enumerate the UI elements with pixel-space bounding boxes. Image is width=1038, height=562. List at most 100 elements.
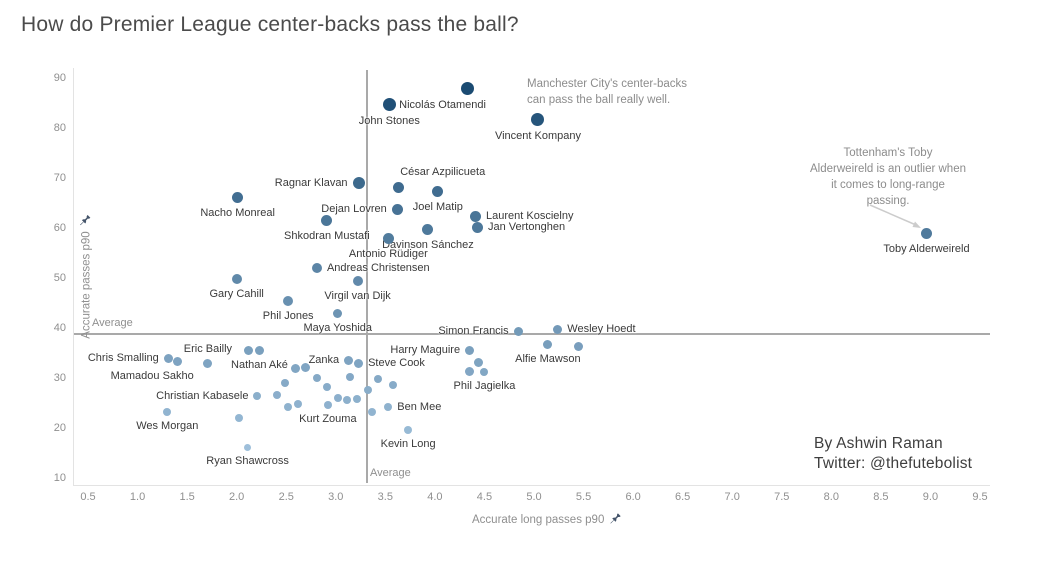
data-point[interactable] — [322, 383, 331, 391]
average-y-line — [74, 333, 990, 335]
data-point-label: Chris Smalling — [87, 352, 159, 364]
x-tick-label: 5.5 — [575, 491, 592, 503]
x-tick-label: 9.5 — [972, 491, 988, 503]
data-point[interactable] — [382, 97, 396, 111]
y-tick-label: 70 — [53, 172, 66, 184]
data-point[interactable] — [472, 221, 483, 233]
data-point-label: Gary Cahill — [209, 288, 264, 300]
x-tick-label: 3.0 — [328, 491, 344, 503]
data-point[interactable] — [513, 326, 523, 336]
data-point[interactable] — [368, 408, 377, 416]
data-point[interactable] — [345, 373, 354, 381]
data-point[interactable] — [273, 391, 282, 399]
data-point-label: Nacho Monreal — [200, 206, 275, 219]
data-point[interactable] — [531, 112, 545, 126]
data-point[interactable] — [231, 274, 242, 284]
data-point[interactable] — [333, 308, 343, 318]
data-point[interactable] — [312, 374, 321, 382]
data-point[interactable] — [283, 296, 294, 306]
data-point-label: Jan Vertonghen — [488, 221, 566, 233]
data-point[interactable] — [342, 396, 351, 404]
data-point[interactable] — [553, 324, 563, 334]
data-point[interactable] — [244, 345, 254, 355]
byline-twitter: Twitter: @thefutebolist — [814, 455, 973, 473]
data-point[interactable] — [465, 345, 475, 355]
data-point[interactable] — [311, 263, 322, 273]
data-point[interactable] — [354, 358, 364, 368]
data-point[interactable] — [172, 356, 182, 366]
data-point-label: Zanka — [308, 354, 340, 366]
x-tick-label: 1.5 — [179, 491, 195, 503]
pin-icon[interactable] — [79, 213, 95, 226]
data-point[interactable] — [244, 443, 252, 451]
data-point[interactable] — [391, 203, 403, 215]
data-point[interactable] — [404, 426, 413, 434]
data-point[interactable] — [480, 368, 489, 376]
y-axis-title-label: Accurate passes p90 — [80, 231, 93, 339]
data-point[interactable] — [384, 403, 393, 411]
data-point[interactable] — [432, 185, 444, 197]
data-point-label: Shkodran Mustafi — [284, 229, 370, 242]
data-point[interactable] — [465, 366, 475, 376]
data-point-label: Toby Alderweireld — [883, 242, 970, 255]
data-point[interactable] — [254, 345, 264, 355]
data-point[interactable] — [352, 276, 363, 286]
data-point[interactable] — [470, 210, 482, 222]
page-title: How do Premier League center-backs pass … — [21, 13, 519, 36]
x-tick-label: 6.0 — [625, 491, 641, 503]
data-point[interactable] — [290, 363, 300, 373]
x-tick-label: 2.5 — [278, 491, 294, 503]
data-point[interactable] — [300, 362, 310, 372]
data-point[interactable] — [920, 227, 932, 239]
data-point[interactable] — [422, 223, 434, 235]
x-tick-label: 3.5 — [377, 491, 393, 503]
data-point[interactable] — [163, 353, 173, 363]
data-point[interactable] — [352, 177, 365, 189]
data-point-label: Maya Yoshida — [303, 321, 373, 334]
data-point[interactable] — [374, 374, 383, 383]
data-point-label: Laurent Koscielny — [486, 210, 574, 222]
data-point[interactable] — [543, 339, 553, 349]
y-tick-label: 90 — [53, 72, 66, 84]
data-point-label: John Stones — [358, 114, 420, 127]
pin-icon[interactable] — [609, 512, 622, 528]
data-point[interactable] — [284, 403, 293, 411]
data-point[interactable] — [473, 357, 483, 367]
x-tick-label: 7.0 — [724, 491, 740, 503]
data-point[interactable] — [163, 408, 172, 416]
data-point[interactable] — [382, 232, 394, 244]
data-point-label: Christian Kabasele — [156, 390, 249, 402]
data-point-label: Harry Maguire — [390, 344, 461, 356]
data-point[interactable] — [344, 355, 354, 365]
data-point[interactable] — [323, 401, 332, 409]
data-point-label: Steve Cook — [368, 357, 425, 369]
data-point-label: Antonio Rüdiger — [348, 247, 428, 260]
data-point-label: Nicolás Otamendi — [399, 98, 486, 111]
data-point[interactable] — [461, 81, 475, 95]
data-point[interactable] — [253, 392, 262, 400]
x-tick-label: 6.5 — [675, 491, 691, 503]
data-point[interactable] — [294, 400, 303, 408]
data-point[interactable] — [574, 341, 584, 351]
x-tick-label: 4.5 — [476, 491, 493, 503]
data-point[interactable] — [389, 381, 398, 389]
data-point-label: Mamadou Sakho — [110, 369, 194, 382]
y-axis-line — [73, 68, 74, 485]
x-tick-label: 9.0 — [922, 491, 939, 503]
data-point[interactable] — [392, 181, 404, 193]
data-point[interactable] — [321, 214, 333, 226]
data-point[interactable] — [364, 386, 373, 394]
data-point[interactable] — [333, 394, 342, 402]
data-point[interactable] — [203, 358, 213, 368]
y-tick-label: 40 — [53, 322, 66, 334]
x-tick-label: 4.0 — [427, 491, 443, 503]
data-point-label: Phil Jones — [262, 310, 314, 322]
data-point[interactable] — [232, 191, 244, 203]
data-point[interactable] — [234, 414, 243, 422]
data-point-label: Eric Bailly — [183, 342, 233, 355]
y-tick-label: 60 — [53, 222, 66, 234]
data-point-label: Simon Francis — [438, 325, 509, 337]
data-point[interactable] — [281, 379, 290, 387]
data-point[interactable] — [352, 395, 361, 403]
